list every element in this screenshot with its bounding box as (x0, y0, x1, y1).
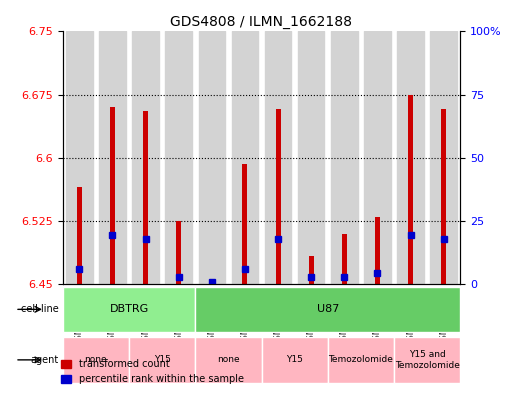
Text: Y15: Y15 (286, 355, 303, 364)
Bar (66, 31, 93, 284)
Text: Temozolomide: Temozolomide (328, 355, 393, 364)
Bar (243, 165, 247, 284)
Bar (165, 31, 192, 284)
Text: Y15: Y15 (154, 355, 170, 364)
Legend: transformed count, percentile rank within the sample: transformed count, percentile rank withi… (57, 356, 247, 388)
FancyBboxPatch shape (195, 286, 460, 332)
FancyBboxPatch shape (262, 337, 328, 383)
Bar (331, 31, 358, 284)
Bar (430, 31, 457, 284)
Text: DBTRG: DBTRG (109, 304, 149, 314)
Bar (375, 217, 380, 284)
Text: none: none (217, 355, 240, 364)
Bar (441, 109, 446, 284)
Bar (232, 31, 258, 284)
Text: Y15 and
Temozolomide: Y15 and Temozolomide (395, 350, 460, 369)
FancyBboxPatch shape (63, 337, 129, 383)
Title: GDS4808 / ILMN_1662188: GDS4808 / ILMN_1662188 (170, 15, 353, 29)
Bar (342, 233, 347, 284)
Bar (397, 31, 424, 284)
FancyBboxPatch shape (195, 337, 262, 383)
FancyBboxPatch shape (394, 337, 460, 383)
Bar (276, 109, 280, 284)
Bar (143, 112, 148, 284)
Bar (199, 31, 225, 284)
Bar (209, 283, 214, 284)
Bar (99, 31, 126, 284)
Bar (309, 256, 314, 284)
Bar (364, 31, 391, 284)
Bar (110, 107, 115, 284)
Text: none: none (85, 355, 107, 364)
FancyBboxPatch shape (63, 286, 195, 332)
Bar (265, 31, 291, 284)
Bar (298, 31, 324, 284)
Text: cell line: cell line (21, 304, 59, 314)
FancyBboxPatch shape (328, 337, 394, 383)
Bar (408, 95, 413, 284)
FancyBboxPatch shape (129, 337, 195, 383)
Bar (132, 31, 159, 284)
Text: U87: U87 (316, 304, 339, 314)
Bar (176, 221, 181, 284)
Text: agent: agent (30, 355, 59, 365)
Bar (77, 187, 82, 284)
